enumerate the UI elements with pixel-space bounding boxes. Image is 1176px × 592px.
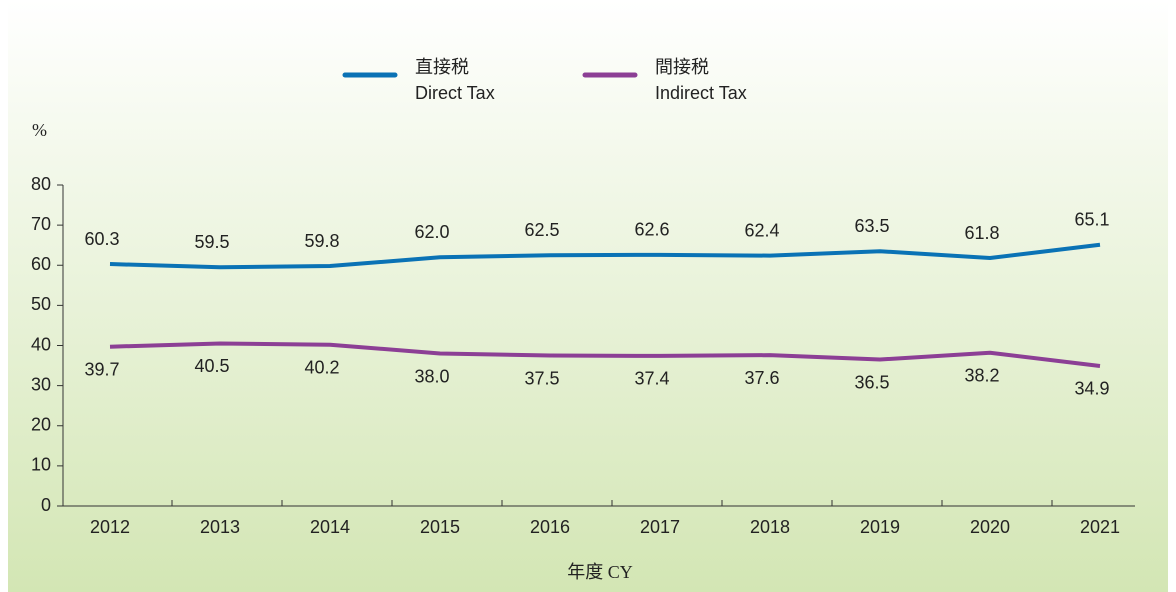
data-label: 37.5 (524, 368, 559, 388)
x-tick-label: 2017 (640, 517, 680, 537)
data-label: 39.7 (84, 359, 119, 379)
data-label: 37.6 (744, 368, 779, 388)
data-label: 38.0 (414, 366, 449, 386)
line (109, 242, 1101, 270)
y-tick-label: 10 (31, 455, 51, 475)
data-label: 40.5 (194, 356, 229, 376)
y-tick-label: 50 (31, 294, 51, 314)
legend-label: 間接税 Indirect Tax (655, 57, 747, 103)
y-tick-label: 40 (31, 334, 51, 354)
y-tick-label: 60 (31, 254, 51, 274)
x-tick-label: 2021 (1080, 517, 1120, 537)
data-label: 59.8 (304, 231, 339, 251)
data-label: 37.4 (634, 369, 669, 389)
data-label: 62.5 (524, 220, 559, 240)
data-label: 34.9 (1074, 379, 1109, 399)
x-axis-label: 年度 CY (567, 562, 633, 582)
data-label: 40.2 (304, 357, 339, 377)
x-tick-label: 2019 (860, 517, 900, 537)
x-tick-label: 2013 (200, 517, 240, 537)
y-tick-label: 70 (31, 214, 51, 234)
data-label: 62.0 (414, 222, 449, 242)
line (109, 341, 1101, 368)
y-axis-label: % (32, 120, 47, 140)
data-label: 36.5 (854, 372, 889, 392)
x-tick-label: 2020 (970, 517, 1010, 537)
legend-label: 直接税 Direct Tax (415, 57, 495, 103)
y-tick-label: 80 (31, 174, 51, 194)
data-label: 63.5 (854, 216, 889, 236)
x-tick-label: 2015 (420, 517, 460, 537)
data-label: 59.5 (194, 232, 229, 252)
data-label: 62.6 (634, 220, 669, 240)
data-label: 65.1 (1074, 210, 1109, 230)
data-label: 62.4 (744, 220, 779, 240)
data-label: 61.8 (964, 223, 999, 243)
y-tick-label: 30 (31, 374, 51, 394)
data-label: 38.2 (964, 365, 999, 385)
x-tick-label: 2016 (530, 517, 570, 537)
x-tick-label: 2012 (90, 517, 130, 537)
data-label: 60.3 (84, 229, 119, 249)
x-tick-label: 2014 (310, 517, 350, 537)
y-tick-label: 0 (41, 495, 51, 515)
y-tick-label: 20 (31, 415, 51, 435)
x-tick-label: 2018 (750, 517, 790, 537)
background (8, 0, 1168, 592)
